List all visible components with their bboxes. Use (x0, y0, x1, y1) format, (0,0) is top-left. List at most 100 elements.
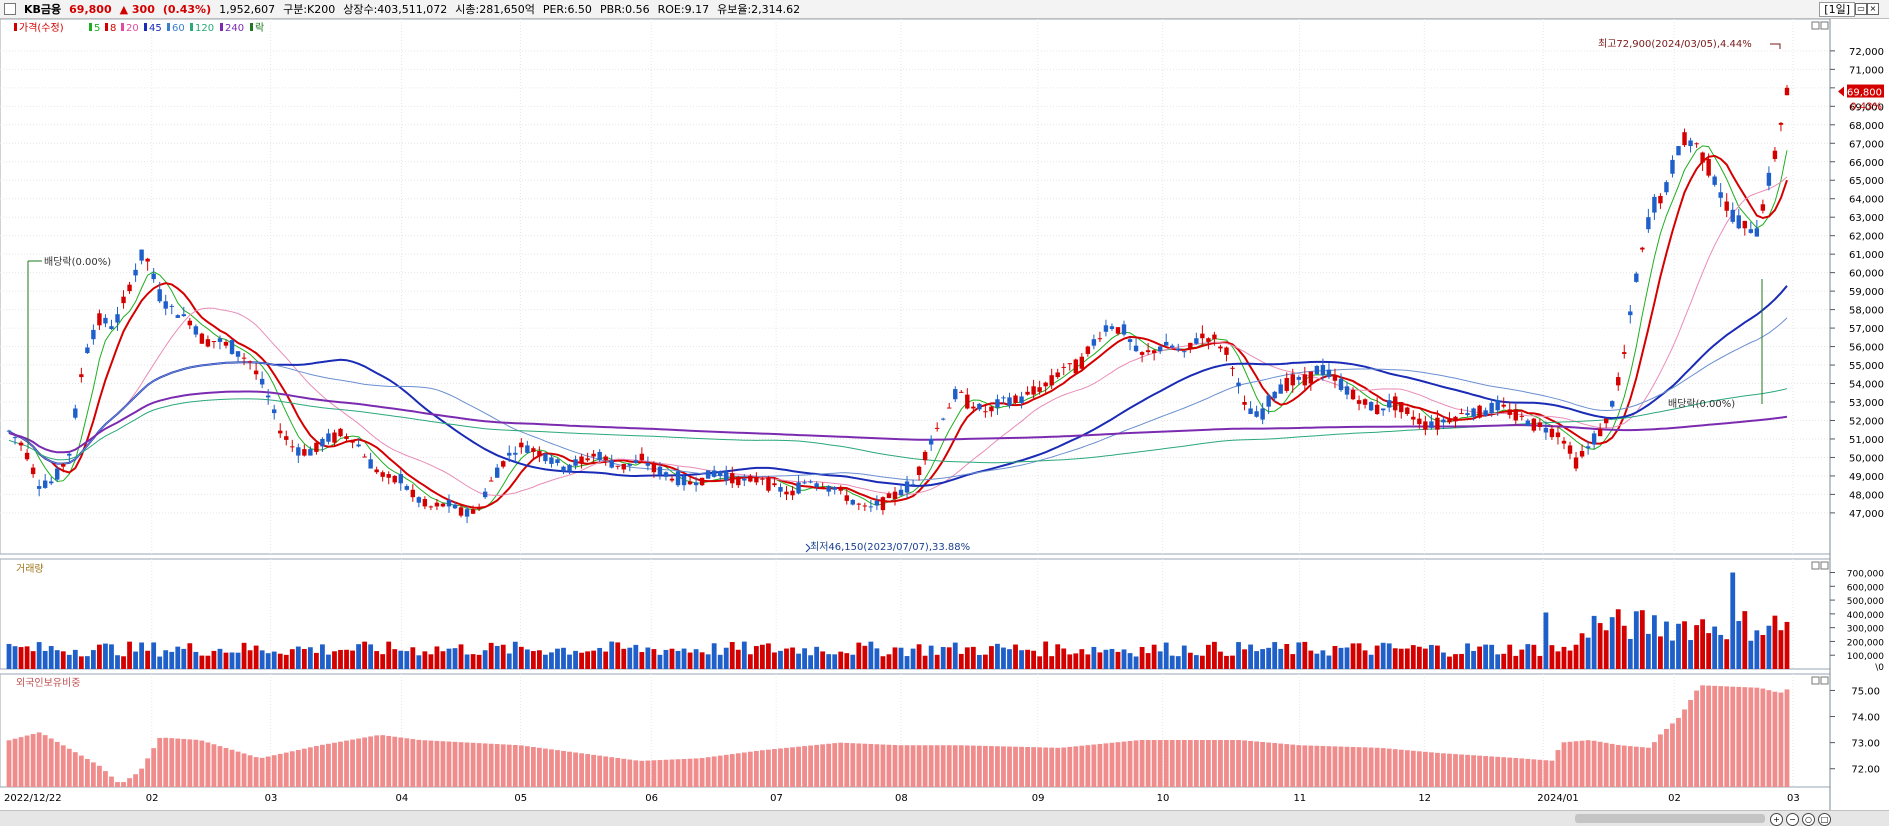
candle-body (482, 491, 488, 498)
candle-body (880, 497, 886, 511)
volume-bar (1091, 646, 1097, 669)
volume-bar (585, 651, 591, 669)
foreign-bar (796, 746, 801, 787)
candle-body (1477, 405, 1482, 418)
candle-body (513, 452, 518, 455)
zoom-out-icon[interactable]: − (1786, 813, 1799, 826)
foreign-bar (1609, 743, 1615, 787)
foreign-bar (410, 739, 416, 787)
foreign-bar (452, 741, 458, 787)
candle-body (802, 482, 807, 484)
foreign-bar (1754, 687, 1760, 787)
candle-body (1133, 345, 1139, 352)
price-tick-label: 64,000 (1849, 195, 1884, 206)
volume-bar (1561, 646, 1567, 669)
foreign-bar (1465, 754, 1470, 787)
volume-bar (1712, 626, 1718, 669)
volume-bar (470, 654, 476, 669)
volume-bar (1127, 653, 1133, 669)
price-tick-label: 57,000 (1849, 324, 1884, 335)
volume-bar (1664, 621, 1669, 669)
foreign-bar (808, 745, 814, 787)
foreign-bar (1127, 740, 1133, 787)
price-tick-label: 67,000 (1849, 139, 1884, 150)
scroll-thumb[interactable] (1575, 814, 1765, 823)
foreign-bar (1133, 740, 1139, 787)
volume-bar (1513, 655, 1519, 669)
period-selector[interactable]: [1일] (1819, 2, 1855, 17)
legend-label: 240 (225, 23, 244, 34)
foreign-bar (54, 741, 60, 787)
candle-body (1103, 325, 1109, 332)
candle-body (838, 487, 843, 491)
candle-body (784, 491, 789, 495)
foreign-bar (127, 778, 132, 787)
volume-bar (1242, 649, 1247, 669)
candle-body (1519, 415, 1524, 417)
candle-body (464, 509, 470, 517)
volume-bar (1043, 641, 1049, 669)
foreign-bar (1362, 747, 1368, 787)
volume-bar (476, 654, 482, 669)
header-checkbox[interactable] (4, 3, 16, 15)
foreign-bar (627, 759, 633, 787)
candle-body (67, 453, 72, 456)
foreign-bar (1651, 742, 1657, 787)
foreign-bar (1380, 748, 1386, 787)
zoom-in-icon[interactable]: + (1770, 813, 1783, 826)
candle-body (760, 478, 765, 480)
foreign-bar (1658, 734, 1663, 787)
volume-bar (1718, 634, 1724, 669)
foreign-tick-label: 74.00 (1851, 713, 1880, 724)
candle-body (989, 406, 994, 412)
volume-bar (753, 646, 759, 669)
volume-bar (1651, 615, 1657, 669)
volume-bar (416, 655, 422, 669)
volume-bar (90, 650, 96, 669)
candle-body (145, 258, 150, 262)
foreign-bar (18, 737, 24, 787)
ma240-line (8, 390, 1788, 454)
volume-bar (1284, 644, 1290, 669)
candle-body (115, 314, 120, 323)
volume-bar (880, 656, 886, 669)
ma60-line (8, 317, 1788, 481)
volume-bar (808, 655, 814, 669)
candle-body (235, 351, 241, 357)
volume-bar (1205, 644, 1211, 669)
price-tick-label: 47,000 (1849, 509, 1884, 520)
volume-bar (705, 654, 711, 669)
candle-body (543, 453, 548, 462)
foreign-bar (524, 746, 530, 787)
foreign-bar (374, 735, 380, 787)
foreign-bar (675, 759, 681, 787)
candle-body (718, 471, 723, 476)
zoom-fit-icon[interactable]: □ (1818, 813, 1831, 826)
foreign-bar (530, 746, 536, 787)
price-panel (0, 19, 1831, 555)
volume-bar (440, 651, 446, 669)
volume-bar (1784, 621, 1790, 669)
foreign-bar (139, 768, 145, 787)
candle-body (525, 445, 530, 453)
zoom-reset-icon[interactable]: ○ (1802, 813, 1815, 826)
foreign-bar (1121, 741, 1127, 787)
horizontal-scrollbar[interactable]: + − ○ □ (0, 810, 1889, 826)
volume-bar (627, 647, 633, 669)
minimize-icon[interactable]: ▭ (1855, 3, 1867, 15)
foreign-bar (1344, 746, 1350, 787)
candle-body (778, 487, 783, 492)
volume-bar (1248, 644, 1253, 669)
volume-bar (693, 649, 699, 669)
foreign-bar (6, 740, 12, 787)
volume-bar (958, 653, 964, 669)
foreign-bar (934, 745, 940, 787)
stock-chart[interactable]: 47,000 48,000 49,000 50,000 51,000 52,000 53,0… (0, 19, 1889, 810)
volume-bar (796, 653, 801, 669)
candle-body (645, 462, 651, 466)
foreign-bar (1428, 752, 1434, 787)
close-icon[interactable]: × (1867, 3, 1879, 15)
volume-bar (181, 648, 187, 669)
candle-body (1513, 409, 1518, 421)
candle-body (904, 481, 910, 493)
